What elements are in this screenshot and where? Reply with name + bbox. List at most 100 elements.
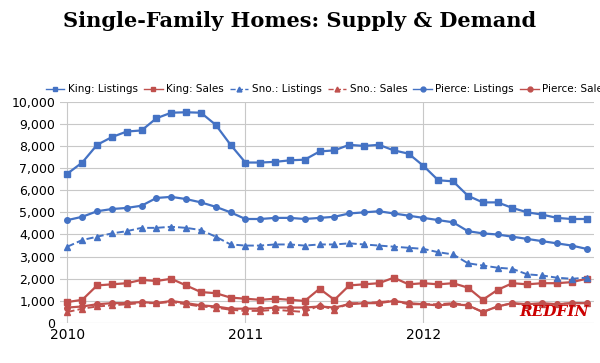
King: Sales: (20, 1.75e+03): Sales: (20, 1.75e+03) bbox=[361, 282, 368, 286]
Sno.: Listings: (12, 3.5e+03): Listings: (12, 3.5e+03) bbox=[242, 243, 249, 248]
King: Sales: (0, 950): Sales: (0, 950) bbox=[64, 300, 71, 304]
Pierce: Listings: (27, 4.15e+03): Listings: (27, 4.15e+03) bbox=[464, 229, 472, 233]
King: Listings: (15, 7.35e+03): Listings: (15, 7.35e+03) bbox=[286, 158, 293, 163]
Sno.: Listings: (18, 3.55e+03): Listings: (18, 3.55e+03) bbox=[331, 242, 338, 246]
Pierce: Listings: (32, 3.7e+03): Listings: (32, 3.7e+03) bbox=[538, 239, 545, 243]
Sno.: Listings: (21, 3.5e+03): Listings: (21, 3.5e+03) bbox=[376, 243, 383, 248]
Sno.: Sales: (30, 900): Sales: (30, 900) bbox=[509, 301, 516, 305]
King: Sales: (6, 1.9e+03): Sales: (6, 1.9e+03) bbox=[153, 279, 160, 283]
Pierce: Listings: (5, 5.3e+03): Listings: (5, 5.3e+03) bbox=[138, 204, 145, 208]
King: Sales: (29, 1.5e+03): Sales: (29, 1.5e+03) bbox=[494, 287, 501, 292]
Sno.: Sales: (10, 700): Sales: (10, 700) bbox=[212, 305, 220, 310]
Pierce: Sales: (18, 700): Sales: (18, 700) bbox=[331, 305, 338, 310]
Sno.: Sales: (4, 850): Sales: (4, 850) bbox=[123, 302, 130, 306]
King: Listings: (31, 5e+03): Listings: (31, 5e+03) bbox=[524, 210, 531, 215]
Sno.: Sales: (27, 800): Sales: (27, 800) bbox=[464, 303, 472, 307]
King: Listings: (19, 8.05e+03): Listings: (19, 8.05e+03) bbox=[346, 143, 353, 147]
Sno.: Listings: (5, 4.3e+03): Listings: (5, 4.3e+03) bbox=[138, 226, 145, 230]
Text: REDFIN: REDFIN bbox=[519, 305, 589, 319]
King: Listings: (4, 8.65e+03): Listings: (4, 8.65e+03) bbox=[123, 129, 130, 134]
Sno.: Sales: (35, 900): Sales: (35, 900) bbox=[583, 301, 590, 305]
Pierce: Listings: (33, 3.6e+03): Listings: (33, 3.6e+03) bbox=[553, 241, 560, 245]
Sno.: Listings: (34, 2e+03): Listings: (34, 2e+03) bbox=[568, 277, 575, 281]
King: Sales: (18, 1.05e+03): Sales: (18, 1.05e+03) bbox=[331, 298, 338, 302]
Sno.: Sales: (26, 900): Sales: (26, 900) bbox=[449, 301, 457, 305]
Sno.: Listings: (0, 3.45e+03): Listings: (0, 3.45e+03) bbox=[64, 245, 71, 249]
Sno.: Listings: (27, 2.7e+03): Listings: (27, 2.7e+03) bbox=[464, 261, 472, 265]
King: Listings: (28, 5.45e+03): Listings: (28, 5.45e+03) bbox=[479, 200, 487, 205]
Pierce: Sales: (7, 1e+03): Sales: (7, 1e+03) bbox=[167, 299, 175, 303]
Pierce: Listings: (30, 3.9e+03): Listings: (30, 3.9e+03) bbox=[509, 234, 516, 239]
Sno.: Listings: (31, 2.2e+03): Listings: (31, 2.2e+03) bbox=[524, 272, 531, 277]
King: Listings: (5, 8.7e+03): Listings: (5, 8.7e+03) bbox=[138, 128, 145, 132]
King: Listings: (35, 4.7e+03): Listings: (35, 4.7e+03) bbox=[583, 217, 590, 221]
Sno.: Listings: (17, 3.55e+03): Listings: (17, 3.55e+03) bbox=[316, 242, 323, 246]
Pierce: Listings: (24, 4.75e+03): Listings: (24, 4.75e+03) bbox=[420, 216, 427, 220]
Sno.: Listings: (15, 3.55e+03): Listings: (15, 3.55e+03) bbox=[286, 242, 293, 246]
King: Sales: (15, 1.05e+03): Sales: (15, 1.05e+03) bbox=[286, 298, 293, 302]
Sno.: Listings: (1, 3.75e+03): Listings: (1, 3.75e+03) bbox=[79, 238, 86, 242]
Sno.: Listings: (24, 3.35e+03): Listings: (24, 3.35e+03) bbox=[420, 247, 427, 251]
Pierce: Sales: (10, 750): Sales: (10, 750) bbox=[212, 304, 220, 309]
Pierce: Sales: (27, 800): Sales: (27, 800) bbox=[464, 303, 472, 307]
Pierce: Sales: (8, 900): Sales: (8, 900) bbox=[182, 301, 190, 305]
King: Sales: (23, 1.75e+03): Sales: (23, 1.75e+03) bbox=[405, 282, 412, 286]
King: Listings: (10, 8.95e+03): Listings: (10, 8.95e+03) bbox=[212, 123, 220, 127]
Pierce: Listings: (31, 3.8e+03): Listings: (31, 3.8e+03) bbox=[524, 237, 531, 241]
King: Sales: (7, 2e+03): Sales: (7, 2e+03) bbox=[167, 277, 175, 281]
Pierce: Listings: (14, 4.75e+03): Listings: (14, 4.75e+03) bbox=[271, 216, 278, 220]
Pierce: Sales: (16, 700): Sales: (16, 700) bbox=[301, 305, 308, 310]
Sno.: Listings: (22, 3.45e+03): Listings: (22, 3.45e+03) bbox=[390, 245, 397, 249]
King: Sales: (10, 1.35e+03): Sales: (10, 1.35e+03) bbox=[212, 291, 220, 295]
Line: King: Listings: King: Listings bbox=[65, 110, 589, 222]
Pierce: Sales: (6, 900): Sales: (6, 900) bbox=[153, 301, 160, 305]
Sno.: Sales: (9, 750): Sales: (9, 750) bbox=[197, 304, 205, 309]
Sno.: Listings: (6, 4.3e+03): Listings: (6, 4.3e+03) bbox=[153, 226, 160, 230]
Pierce: Sales: (4, 900): Sales: (4, 900) bbox=[123, 301, 130, 305]
Sno.: Sales: (13, 550): Sales: (13, 550) bbox=[257, 309, 264, 313]
Pierce: Listings: (12, 4.7e+03): Listings: (12, 4.7e+03) bbox=[242, 217, 249, 221]
Sno.: Listings: (26, 3.1e+03): Listings: (26, 3.1e+03) bbox=[449, 252, 457, 257]
King: Sales: (35, 2e+03): Sales: (35, 2e+03) bbox=[583, 277, 590, 281]
King: Sales: (30, 1.8e+03): Sales: (30, 1.8e+03) bbox=[509, 281, 516, 285]
Sno.: Sales: (17, 800): Sales: (17, 800) bbox=[316, 303, 323, 307]
King: Sales: (31, 1.75e+03): Sales: (31, 1.75e+03) bbox=[524, 282, 531, 286]
Pierce: Listings: (21, 5.05e+03): Listings: (21, 5.05e+03) bbox=[376, 209, 383, 213]
Pierce: Listings: (15, 4.75e+03): Listings: (15, 4.75e+03) bbox=[286, 216, 293, 220]
King: Listings: (8, 9.52e+03): Listings: (8, 9.52e+03) bbox=[182, 110, 190, 114]
Sno.: Sales: (24, 850): Sales: (24, 850) bbox=[420, 302, 427, 306]
Sno.: Sales: (25, 850): Sales: (25, 850) bbox=[434, 302, 442, 306]
Sno.: Sales: (34, 900): Sales: (34, 900) bbox=[568, 301, 575, 305]
Pierce: Listings: (29, 4e+03): Listings: (29, 4e+03) bbox=[494, 232, 501, 237]
King: Sales: (14, 1.1e+03): Sales: (14, 1.1e+03) bbox=[271, 297, 278, 301]
King: Listings: (12, 7.25e+03): Listings: (12, 7.25e+03) bbox=[242, 160, 249, 165]
Sno.: Listings: (29, 2.5e+03): Listings: (29, 2.5e+03) bbox=[494, 266, 501, 270]
Sno.: Sales: (20, 900): Sales: (20, 900) bbox=[361, 301, 368, 305]
King: Listings: (26, 6.4e+03): Listings: (26, 6.4e+03) bbox=[449, 179, 457, 184]
Sno.: Sales: (1, 650): Sales: (1, 650) bbox=[79, 306, 86, 311]
Pierce: Sales: (14, 700): Sales: (14, 700) bbox=[271, 305, 278, 310]
Sno.: Listings: (19, 3.6e+03): Listings: (19, 3.6e+03) bbox=[346, 241, 353, 245]
King: Sales: (13, 1.05e+03): Sales: (13, 1.05e+03) bbox=[257, 298, 264, 302]
Sno.: Listings: (9, 4.2e+03): Listings: (9, 4.2e+03) bbox=[197, 228, 205, 232]
Line: Sno.: Listings: Sno.: Listings bbox=[65, 224, 589, 282]
Pierce: Listings: (35, 3.35e+03): Listings: (35, 3.35e+03) bbox=[583, 247, 590, 251]
Sno.: Listings: (2, 3.9e+03): Listings: (2, 3.9e+03) bbox=[94, 234, 101, 239]
Sno.: Sales: (33, 850): Sales: (33, 850) bbox=[553, 302, 560, 306]
Pierce: Sales: (20, 900): Sales: (20, 900) bbox=[361, 301, 368, 305]
King: Listings: (22, 7.8e+03): Listings: (22, 7.8e+03) bbox=[390, 148, 397, 152]
King: Sales: (1, 1.05e+03): Sales: (1, 1.05e+03) bbox=[79, 298, 86, 302]
Sno.: Listings: (14, 3.55e+03): Listings: (14, 3.55e+03) bbox=[271, 242, 278, 246]
Pierce: Sales: (15, 700): Sales: (15, 700) bbox=[286, 305, 293, 310]
Sno.: Listings: (10, 3.9e+03): Listings: (10, 3.9e+03) bbox=[212, 234, 220, 239]
Pierce: Listings: (20, 5e+03): Listings: (20, 5e+03) bbox=[361, 210, 368, 215]
Sno.: Sales: (12, 550): Sales: (12, 550) bbox=[242, 309, 249, 313]
King: Listings: (25, 6.45e+03): Listings: (25, 6.45e+03) bbox=[434, 178, 442, 183]
Pierce: Sales: (29, 750): Sales: (29, 750) bbox=[494, 304, 501, 309]
Pierce: Listings: (34, 3.5e+03): Listings: (34, 3.5e+03) bbox=[568, 243, 575, 248]
King: Listings: (34, 4.7e+03): Listings: (34, 4.7e+03) bbox=[568, 217, 575, 221]
Sno.: Listings: (32, 2.15e+03): Listings: (32, 2.15e+03) bbox=[538, 273, 545, 278]
Pierce: Listings: (25, 4.65e+03): Listings: (25, 4.65e+03) bbox=[434, 218, 442, 222]
Sno.: Listings: (11, 3.55e+03): Listings: (11, 3.55e+03) bbox=[227, 242, 234, 246]
Sno.: Sales: (14, 600): Sales: (14, 600) bbox=[271, 307, 278, 312]
